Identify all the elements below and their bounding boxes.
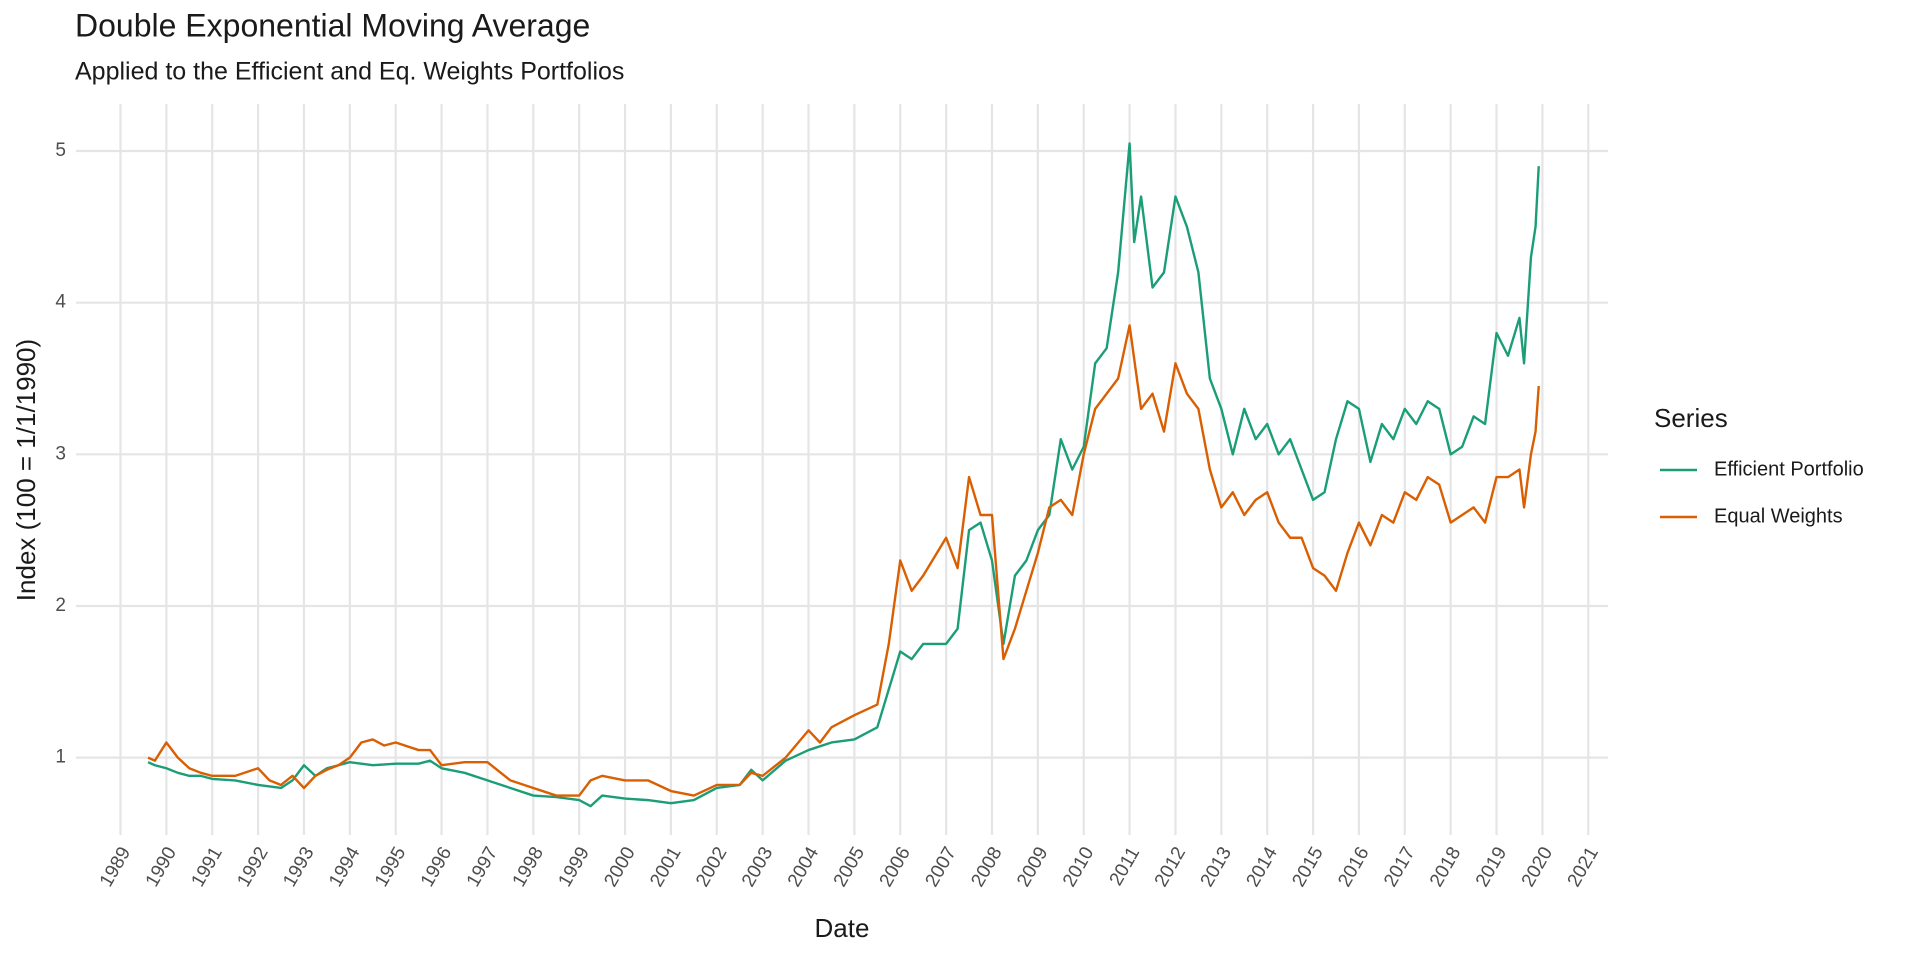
x-tick-label: 1998: [509, 844, 548, 891]
x-tick-label: 1990: [142, 844, 181, 891]
x-tick-label: 2004: [784, 843, 824, 890]
x-tick-label: 2012: [1151, 844, 1190, 891]
x-tick-label: 2011: [1106, 844, 1145, 890]
x-tick-label: 1989: [96, 844, 135, 891]
x-tick-label: 1999: [555, 844, 594, 891]
lines: [147, 142, 1540, 808]
x-tick-label: 2009: [1013, 844, 1052, 891]
x-tick-label: 2019: [1472, 844, 1511, 891]
x-tick-label: 1994: [325, 843, 365, 890]
x-tick-label: 2007: [921, 844, 960, 891]
x-tick-label: 2018: [1426, 844, 1465, 891]
series-line: [147, 142, 1540, 808]
x-tick-label: 2017: [1380, 844, 1419, 891]
x-tick-label: 2013: [1197, 844, 1236, 891]
x-tick-label: 1991: [188, 844, 227, 891]
x-tick-label: 2008: [967, 844, 1006, 891]
y-axis-label: Index (100 = 1/1/1990): [11, 339, 41, 601]
x-tick-label: 1992: [233, 844, 272, 891]
x-tick-label: 2014: [1243, 843, 1283, 890]
x-tick-label: 2021: [1564, 844, 1603, 891]
x-tick-label: 2015: [1288, 844, 1327, 891]
x-tick-label: 2000: [600, 844, 639, 891]
x-axis-label: Date: [815, 913, 870, 943]
grid: [76, 104, 1608, 835]
x-tick-label: 2003: [738, 844, 777, 891]
x-tick-label: 2005: [830, 844, 869, 891]
legend-title: Series: [1654, 403, 1728, 433]
x-tick-label: 2006: [876, 844, 915, 891]
x-tick-label: 1993: [279, 844, 318, 891]
legend-label: Efficient Portfolio: [1714, 458, 1864, 480]
y-tick-label: 3: [55, 443, 66, 464]
x-tick-label: 1996: [417, 844, 456, 891]
chart-subtitle: Applied to the Efficient and Eq. Weights…: [75, 58, 624, 86]
chart-title: Double Exponential Moving Average: [75, 7, 590, 43]
y-tick-label: 1: [55, 747, 66, 768]
y-tick-label: 2: [55, 595, 66, 616]
x-tick-label: 1995: [371, 844, 410, 891]
series-line: [147, 324, 1540, 797]
x-tick-label: 2001: [646, 844, 685, 891]
y-tick-label: 5: [55, 140, 66, 161]
x-tick-label: 2016: [1334, 844, 1373, 891]
x-tick-label: 2010: [1059, 844, 1098, 891]
y-tick-label: 4: [55, 292, 66, 313]
x-tick-label: 1997: [463, 844, 502, 891]
legend-label: Equal Weights: [1714, 505, 1843, 527]
x-tick-label: 2002: [692, 844, 731, 891]
x-tick-label: 2020: [1518, 844, 1557, 891]
